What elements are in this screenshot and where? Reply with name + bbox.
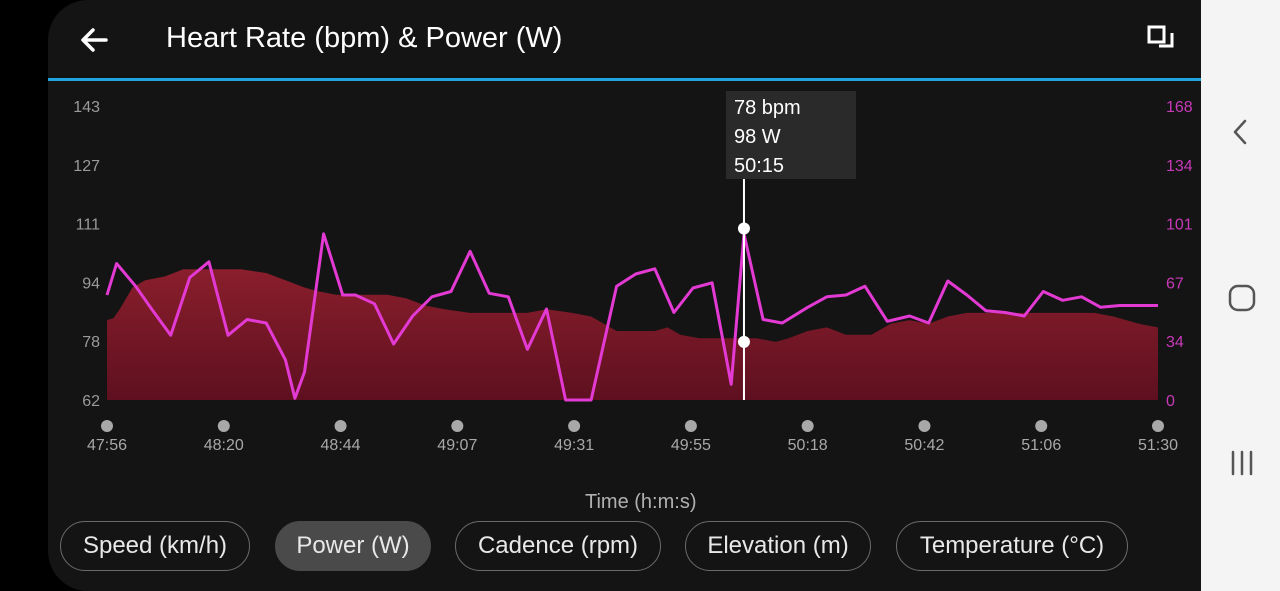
x-axis-tick-label: 48:20 (204, 437, 244, 454)
left-axis-tick-label: 94 (82, 275, 100, 292)
x-axis-tick-dot (918, 420, 931, 432)
x-axis-label: Time (h:m:s) (585, 491, 697, 513)
activity-chart-screen: Heart Rate (bpm) & Power (W) 143 127 111 94… (48, 0, 1201, 591)
chip-temperature[interactable]: Temperature (°C) (896, 521, 1128, 571)
page-title: Heart Rate (bpm) & Power (W) (166, 22, 563, 54)
x-axis-tick-dot (801, 420, 814, 432)
x-axis-tick-label: 50:42 (904, 437, 944, 454)
left-axis-tick-label: 62 (82, 393, 100, 410)
right-axis-tick-label: 168 (1166, 99, 1193, 116)
chip-speed[interactable]: Speed (km/h) (60, 521, 250, 571)
nav-back-button[interactable] (1229, 118, 1253, 146)
x-axis-tick-label: 49:07 (437, 437, 477, 454)
left-axis-tick-label: 111 (76, 217, 100, 234)
fullscreen-toggle-button[interactable] (1146, 24, 1178, 56)
nav-home-icon (1228, 284, 1256, 312)
cursor-dot-hr (737, 335, 750, 348)
x-axis-tick-dot (334, 420, 347, 432)
x-axis-tick-dot (568, 420, 581, 432)
back-button[interactable] (74, 20, 114, 60)
chip-power[interactable]: Power (W) (275, 521, 431, 571)
x-axis-tick-dot (1152, 420, 1164, 432)
power-line (105, 232, 1158, 402)
x-axis-tick-dot (1035, 420, 1048, 432)
left-axis-tick-label: 143 (73, 99, 100, 116)
right-axis-tick-label: 67 (1166, 275, 1184, 292)
chip-cadence[interactable]: Cadence (rpm) (455, 521, 661, 571)
x-axis-tick-label: 49:31 (554, 437, 594, 454)
heart-rate-power-chart[interactable]: 143 127 111 94 78 62 168 134 101 67 34 0 47:56 48:2… (48, 82, 1201, 482)
cursor-dot-power (737, 222, 750, 235)
nav-back-icon (1233, 119, 1247, 145)
left-axis-tick-label: 78 (82, 334, 100, 351)
right-axis-tick-label: 101 (1166, 217, 1193, 234)
x-axis-tick-label: 47:56 (87, 437, 127, 454)
x-axis-tick-label: 51:30 (1138, 437, 1178, 454)
fullscreen-toggle-icon (1147, 25, 1174, 48)
tooltip-time: 50:15 (734, 155, 785, 177)
nav-recents-icon (1231, 450, 1253, 476)
header-accent-line (48, 78, 1201, 81)
cursor-tooltip: 78 bpm 98 W 50:15 (726, 91, 856, 179)
nav-home-button[interactable] (1228, 284, 1256, 312)
chip-elevation[interactable]: Elevation (m) (685, 521, 871, 571)
x-axis-tick-label: 50:18 (788, 437, 828, 454)
system-navigation-bar (1201, 0, 1280, 591)
tooltip-power: 98 W (734, 126, 781, 148)
x-axis-tick-label: 49:55 (671, 437, 711, 454)
app-header: Heart Rate (bpm) & Power (W) (48, 0, 1201, 81)
right-axis-tick-label: 34 (1166, 334, 1184, 351)
x-axis-tick-dot (217, 420, 230, 432)
tooltip-hr: 78 bpm (734, 97, 801, 119)
right-axis-tick-label: 134 (1166, 158, 1193, 175)
x-axis-tick-dot (101, 420, 113, 432)
x-axis-tick-label: 51:06 (1021, 437, 1061, 454)
arrow-left-icon (81, 28, 108, 52)
x-axis-tick-dot (451, 420, 464, 432)
x-axis-tick-dot (684, 420, 697, 432)
left-axis-tick-label: 127 (73, 158, 100, 175)
x-axis-tick-label: 48:44 (321, 437, 361, 454)
nav-recents-button[interactable] (1229, 450, 1255, 476)
right-axis-tick-label: 0 (1166, 393, 1175, 410)
heart-rate-area (107, 269, 1158, 400)
